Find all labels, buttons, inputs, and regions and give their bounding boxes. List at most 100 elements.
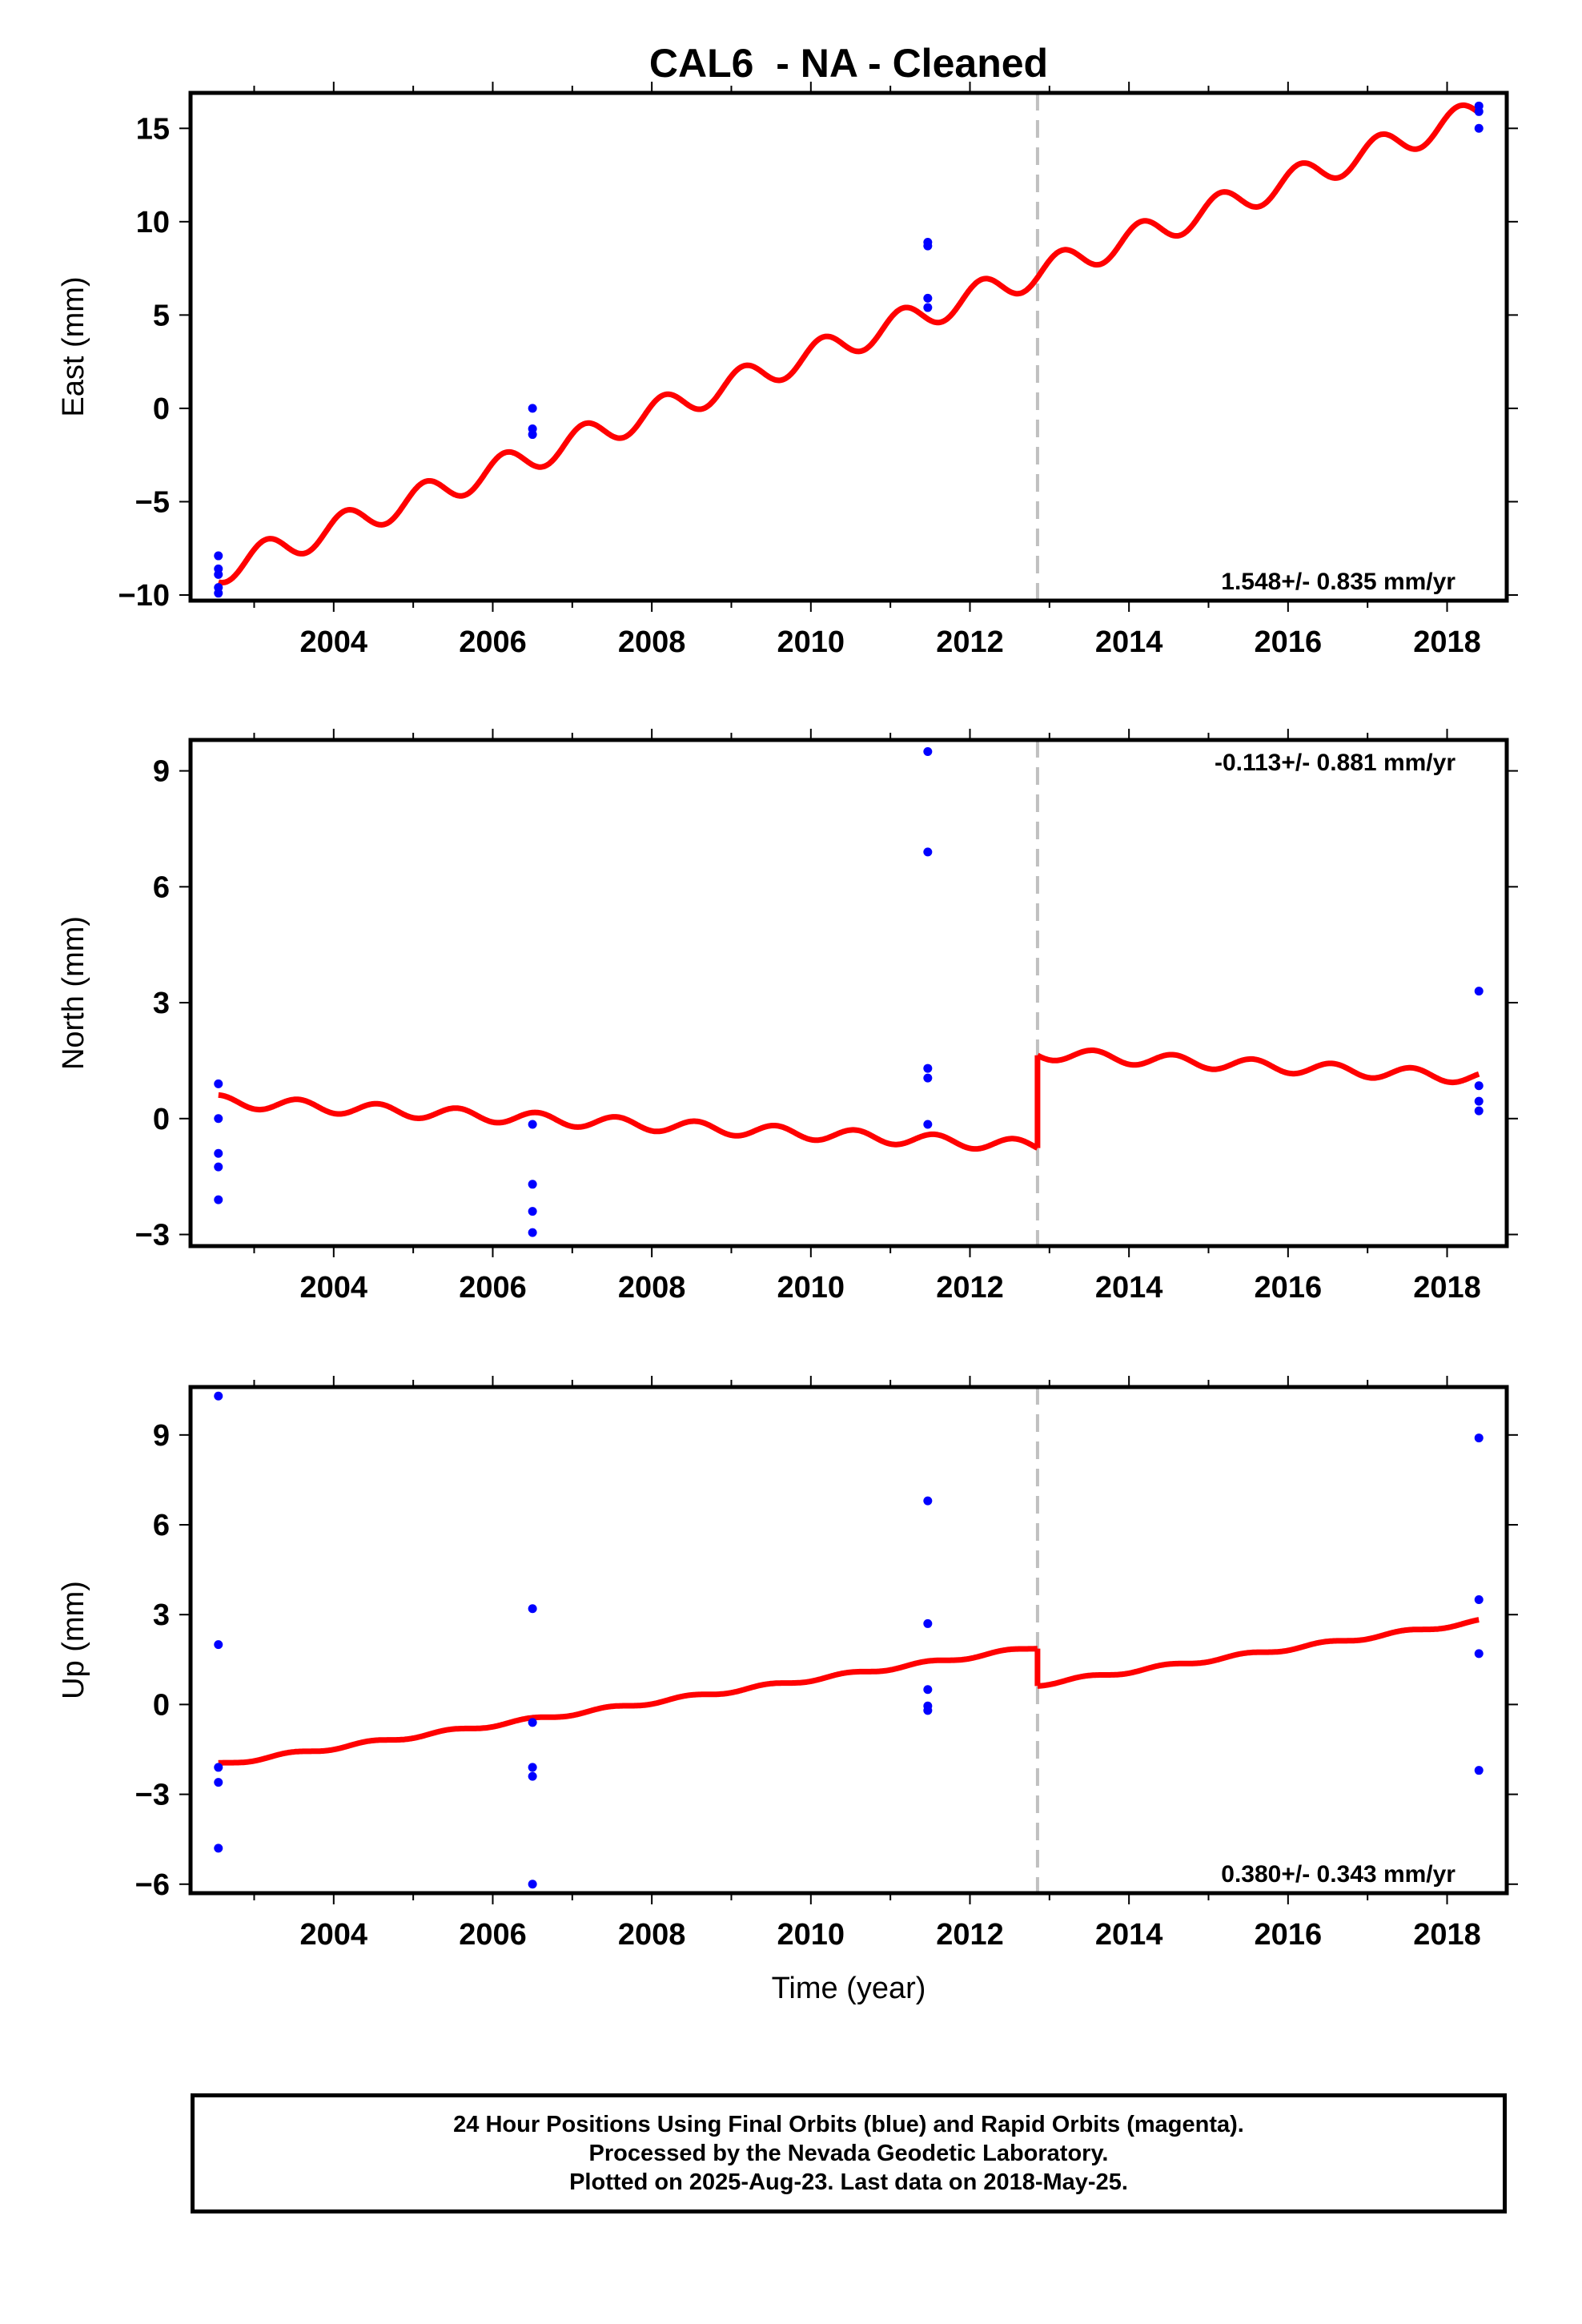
x-tick-label: 2004 (300, 1271, 368, 1305)
x-tick-label: 2014 (1095, 1271, 1163, 1305)
y-tick-label: 6 (153, 870, 170, 904)
data-point (214, 1114, 223, 1124)
plot-frame (188, 1385, 1509, 1896)
data-point (528, 1771, 537, 1781)
x-tick-label: 2018 (1413, 1918, 1481, 1952)
model-fit-line (216, 1617, 1481, 1766)
panel-east: 2004 2006 2008 2010 2012 2014 2016 2018 −10 −5 0 5 1… (57, 82, 1518, 659)
panels: 2004 2006 2008 2010 2012 2014 2016 2018 −10 −5 0 5 1… (57, 82, 1518, 1952)
data-point (214, 1640, 223, 1650)
data-point (1474, 1595, 1484, 1605)
data-point (528, 1180, 537, 1189)
x-tick-label: 2012 (936, 1918, 1004, 1952)
data-point (528, 1880, 537, 1889)
data-point (1474, 987, 1484, 996)
data-point (1474, 1096, 1484, 1106)
data-point (214, 589, 223, 598)
data-point (528, 404, 537, 413)
data-point (1474, 1081, 1484, 1091)
data-point (923, 746, 933, 756)
model-fit-line (216, 102, 1481, 585)
footer-line-3: Plotted on 2025-Aug-23. Last data on 201… (569, 2169, 1128, 2195)
data-point (923, 1685, 933, 1695)
model-fit-line (216, 1047, 1481, 1152)
y-tick-label: −5 (135, 485, 170, 519)
velocity-label: -0.113+/- 0.881 mm/yr (1215, 750, 1456, 776)
y-tick-label: 10 (136, 206, 170, 239)
data-point (528, 1228, 537, 1237)
y-tick-label: 0 (153, 1103, 170, 1136)
data-point (528, 1207, 537, 1216)
x-tick-label: 2010 (777, 625, 845, 659)
data-point (214, 1391, 223, 1401)
x-tick-label: 2016 (1255, 625, 1323, 659)
data-point (214, 1079, 223, 1088)
x-tick-label: 2016 (1255, 1271, 1323, 1305)
velocity-label: 1.548+/- 0.835 mm/yr (1221, 569, 1456, 595)
data-point (923, 1618, 933, 1628)
y-tick-label: 9 (153, 1419, 170, 1453)
x-tick-label: 2006 (459, 1271, 527, 1305)
footer-line-2: Processed by the Nevada Geodetic Laborat… (588, 2141, 1109, 2166)
x-tick-label: 2008 (618, 1918, 686, 1952)
y-axis-label: East (mm) (57, 276, 90, 416)
x-tick-label: 2006 (459, 625, 527, 659)
x-tick-label: 2014 (1095, 1918, 1163, 1952)
x-tick-label: 2008 (618, 625, 686, 659)
plot-frame (188, 90, 1509, 603)
x-tick-label: 2012 (936, 1271, 1004, 1305)
data-point (923, 303, 933, 312)
y-tick-label: −10 (118, 579, 170, 613)
plot-frame (188, 738, 1509, 1248)
footer-box: 24 Hour Positions Using Final Orbits (bl… (191, 2093, 1507, 2213)
y-tick-label: 9 (153, 755, 170, 789)
data-point (528, 1604, 537, 1614)
x-tick-label: 2012 (936, 625, 1004, 659)
y-tick-label: 3 (153, 1598, 170, 1632)
data-point (923, 1073, 933, 1083)
x-tick-label: 2014 (1095, 625, 1163, 659)
data-point (528, 1120, 537, 1129)
data-point (214, 1195, 223, 1204)
data-point (923, 1706, 933, 1715)
y-axis-label: Up (mm) (57, 1581, 90, 1699)
data-point (923, 847, 933, 857)
x-tick-label: 2008 (618, 1271, 686, 1305)
data-point (1474, 1766, 1484, 1775)
y-tick-label: −3 (135, 1779, 170, 1812)
y-tick-label: −6 (135, 1868, 170, 1902)
panel-north: 2004 2006 2008 2010 2012 2014 2016 2018 −3 0 3 6 9 No… (57, 729, 1518, 1305)
data-point (1474, 1106, 1484, 1116)
data-point (214, 1148, 223, 1158)
data-point (214, 1162, 223, 1172)
y-axis-label: North (mm) (57, 916, 90, 1070)
x-tick-label: 2018 (1413, 1271, 1481, 1305)
x-tick-label: 2010 (777, 1271, 845, 1305)
velocity-label: 0.380+/- 0.343 mm/yr (1221, 1861, 1456, 1888)
x-tick-label: 2004 (300, 1918, 368, 1952)
data-point (923, 1063, 933, 1073)
data-point (214, 551, 223, 561)
data-point (923, 293, 933, 303)
data-point (214, 1844, 223, 1853)
data-point (1474, 123, 1484, 133)
data-point (1474, 107, 1484, 116)
y-tick-label: 6 (153, 1509, 170, 1542)
data-point (923, 241, 933, 251)
data-point (214, 1763, 223, 1772)
x-tick-label: 2010 (777, 1918, 845, 1952)
y-tick-label: −3 (135, 1219, 170, 1252)
x-tick-label: 2016 (1255, 1918, 1323, 1952)
data-point (1474, 1433, 1484, 1443)
data-point (528, 1718, 537, 1727)
data-point (528, 430, 537, 440)
data-point (1474, 1649, 1484, 1659)
data-point (214, 569, 223, 579)
x-tick-label: 2004 (300, 625, 368, 659)
y-tick-label: 0 (153, 392, 170, 426)
data-point (923, 1496, 933, 1506)
y-tick-label: 3 (153, 987, 170, 1020)
y-tick-label: 5 (153, 299, 170, 332)
y-tick-label: 0 (153, 1688, 170, 1722)
